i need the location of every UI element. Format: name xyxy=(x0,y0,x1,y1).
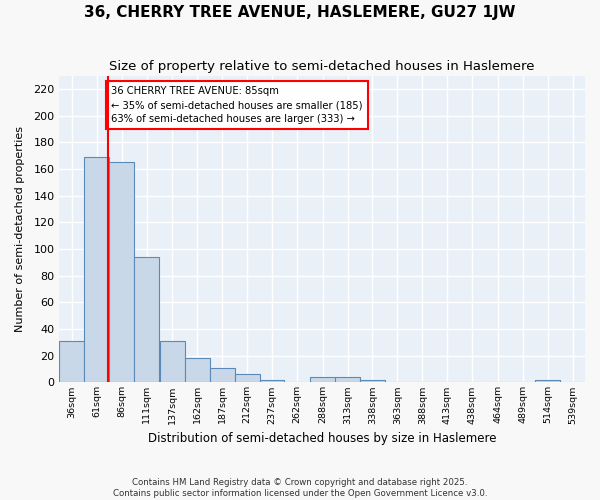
Text: 36, CHERRY TREE AVENUE, HASLEMERE, GU27 1JW: 36, CHERRY TREE AVENUE, HASLEMERE, GU27 … xyxy=(84,5,516,20)
Bar xyxy=(109,162,134,382)
Bar xyxy=(59,341,85,382)
Bar xyxy=(335,377,360,382)
Y-axis label: Number of semi-detached properties: Number of semi-detached properties xyxy=(15,126,25,332)
Bar xyxy=(310,377,335,382)
Text: 36 CHERRY TREE AVENUE: 85sqm
← 35% of semi-detached houses are smaller (185)
63%: 36 CHERRY TREE AVENUE: 85sqm ← 35% of se… xyxy=(111,86,363,124)
Bar xyxy=(235,374,260,382)
Title: Size of property relative to semi-detached houses in Haslemere: Size of property relative to semi-detach… xyxy=(109,60,535,73)
Bar xyxy=(85,157,109,382)
Bar xyxy=(134,257,159,382)
Bar xyxy=(535,380,560,382)
Bar xyxy=(210,368,235,382)
X-axis label: Distribution of semi-detached houses by size in Haslemere: Distribution of semi-detached houses by … xyxy=(148,432,496,445)
Text: Contains HM Land Registry data © Crown copyright and database right 2025.
Contai: Contains HM Land Registry data © Crown c… xyxy=(113,478,487,498)
Bar xyxy=(360,380,385,382)
Bar xyxy=(185,358,210,382)
Bar xyxy=(160,341,185,382)
Bar xyxy=(260,380,284,382)
